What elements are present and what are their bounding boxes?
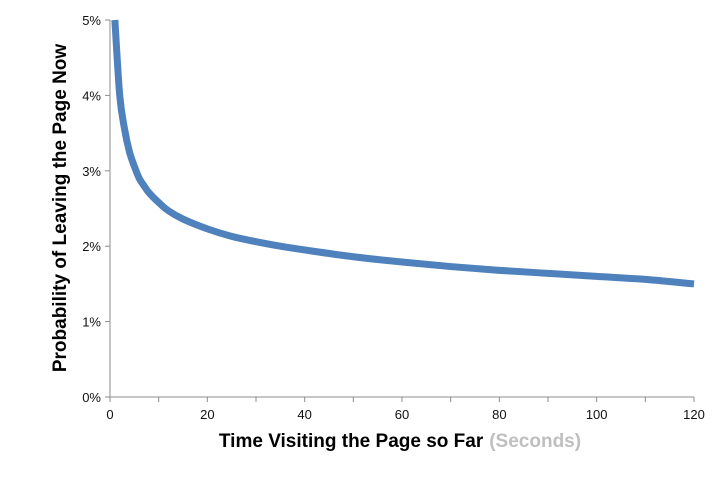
y-tick-label: 4%	[82, 88, 101, 103]
x-axis-ticks: 0 20 40 60 80 100 120	[106, 397, 705, 422]
series-line	[111, 19, 695, 288]
y-tick-label: 2%	[82, 239, 101, 254]
y-axis-title: Probability of Leaving the Page Now	[50, 44, 71, 373]
x-tick-label: 20	[200, 407, 214, 422]
y-tick-label: 5%	[82, 13, 101, 28]
x-tick-label: 60	[395, 407, 409, 422]
y-axis-ticks: 0% 1% 2% 3% 4% 5%	[82, 13, 110, 405]
x-tick-label: 100	[586, 407, 608, 422]
x-tick-label: 120	[683, 407, 705, 422]
y-tick-label: 3%	[82, 164, 101, 179]
x-axis-title: Time Visiting the Page so Far (Seconds)	[219, 431, 581, 452]
x-tick-label: 0	[106, 407, 113, 422]
x-tick-label: 80	[492, 407, 506, 422]
series-layer	[111, 19, 695, 288]
y-tick-label: 0%	[82, 390, 101, 405]
x-axis-unit: (Seconds)	[489, 431, 581, 452]
x-tick-label: 40	[297, 407, 311, 422]
y-tick-label: 1%	[82, 315, 101, 330]
x-axis-title-text: Time Visiting the Page so Far	[219, 431, 484, 452]
